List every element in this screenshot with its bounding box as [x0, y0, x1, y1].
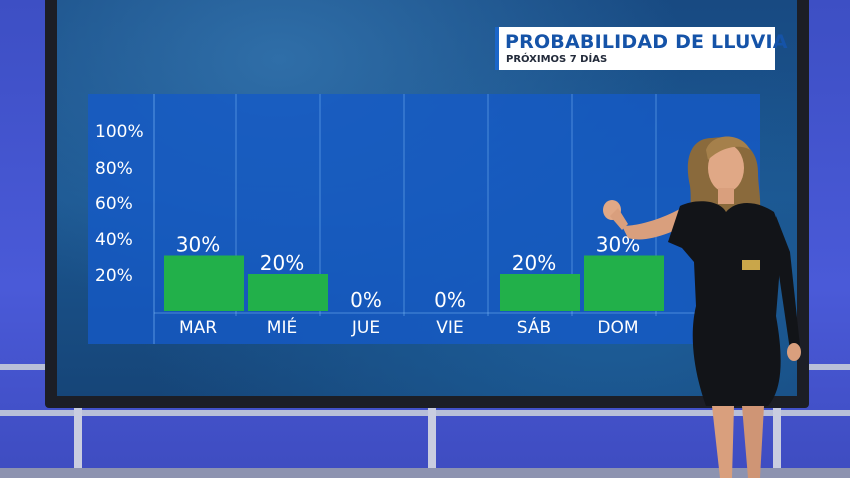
- bar-value-label: 30%: [176, 233, 220, 257]
- category-label: VIE: [436, 318, 463, 338]
- category-label: SÁB: [517, 316, 551, 338]
- bars: [164, 255, 664, 311]
- y-tick-label: 100%: [95, 122, 144, 142]
- category-label: JUE: [351, 318, 380, 338]
- bar-value-label: 20%: [512, 251, 556, 275]
- studio-post: [74, 400, 82, 478]
- y-tick-label: 40%: [95, 230, 133, 250]
- rain-probability-chart: 20%40%60%80%100% 30%20%0% 0%20%30% MAR MIÉ…: [95, 94, 760, 344]
- y-tick-label: 60%: [95, 194, 133, 214]
- category-label: MIÉ: [267, 316, 297, 338]
- category-label: DOM: [597, 318, 638, 338]
- studio-floor: [0, 468, 850, 478]
- category-label: MAR: [179, 318, 217, 338]
- studio-post: [773, 400, 781, 478]
- studio-post: [428, 400, 436, 478]
- chart-title-box: PROBABILIDAD DE LLUVIA PRÓXIMOS 7 DÍAS: [495, 27, 788, 70]
- bar: [248, 274, 328, 311]
- y-tick-label: 80%: [95, 159, 133, 179]
- chart-subtitle: PRÓXIMOS 7 DÍAS: [506, 54, 608, 65]
- presenter: [603, 136, 801, 478]
- bar: [500, 274, 580, 311]
- bar-value-label: 20%: [260, 251, 304, 275]
- chart-title: PROBABILIDAD DE LLUVIA: [505, 31, 788, 53]
- category-labels: MAR MIÉ JUE VIE SÁB DOM: [179, 316, 639, 338]
- title-accent-stripe: [495, 27, 499, 70]
- bar-value-label: 0%: [350, 288, 382, 312]
- bar: [164, 255, 244, 311]
- bar-value-label: 0%: [434, 288, 466, 312]
- bar: [584, 255, 664, 311]
- y-axis-ticks: 20% 40% 60% 80% 100%: [95, 122, 144, 286]
- studio-rail-bottom: [0, 410, 850, 416]
- y-tick-label: 20%: [95, 266, 133, 286]
- value-labels: 30%20%0% 0%20%30%: [176, 233, 640, 313]
